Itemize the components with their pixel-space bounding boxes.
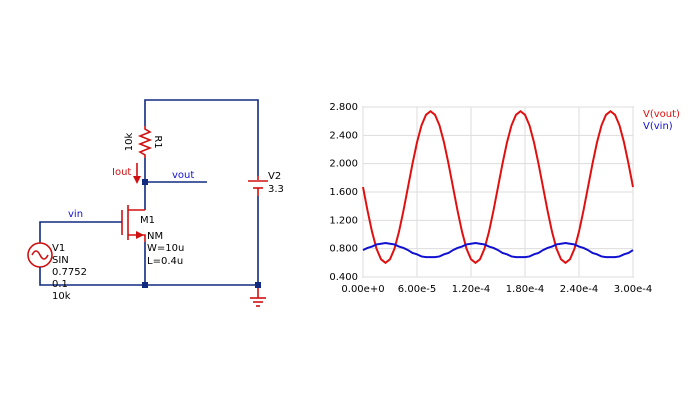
legend-entry: V(vin): [643, 121, 673, 132]
x-tick-label: 0.00e+0: [341, 284, 384, 295]
x-tick-label: 3.00e-4: [614, 284, 652, 295]
y-tick-label: 2.400: [329, 130, 358, 141]
plot: 0.400 0.800 1.200 1.600 2.000 2.400 2.800 0.00e…: [329, 102, 680, 295]
label: L=0.4u: [147, 256, 183, 267]
label: 10k: [52, 291, 71, 302]
resistor: [137, 126, 153, 158]
net-label: vout: [172, 170, 194, 181]
series-line: [362, 109, 634, 265]
net-label: vin: [68, 209, 83, 220]
mos-source: [128, 234, 146, 242]
label: 0.1: [52, 279, 68, 290]
sine-symbol: [31, 250, 49, 260]
label: 10k: [124, 133, 135, 152]
label: NM: [147, 231, 163, 242]
label: SIN: [52, 255, 69, 266]
arrow-head: [133, 176, 141, 184]
arrow-head: [136, 231, 144, 239]
y-tick-label: 2.800: [329, 102, 358, 113]
y-tick-label: 0.800: [329, 244, 358, 255]
label: 3.3: [268, 184, 284, 195]
label: V1: [52, 243, 65, 254]
y-tick-label: 2.000: [329, 159, 358, 170]
label: V2: [268, 171, 281, 182]
label: M1: [140, 215, 155, 226]
node: [142, 282, 148, 288]
label: 0.7752: [52, 267, 87, 278]
series-line: [362, 241, 634, 259]
x-tick-label: 6.00e-5: [398, 284, 436, 295]
wire: [39, 221, 122, 243]
y-tick-label: 1.600: [329, 187, 358, 198]
node: [255, 282, 261, 288]
y-tick-label: 0.400: [329, 272, 358, 283]
node: [142, 179, 148, 185]
schematic: R1 10k Iout vout vin M1 NM W=10u L=0.4u …: [27, 99, 284, 307]
wire: [144, 99, 259, 176]
legend-entry: V(vout): [643, 109, 680, 120]
label: Iout: [112, 167, 131, 178]
label: W=10u: [147, 243, 184, 254]
x-tick-label: 1.20e-4: [452, 284, 490, 295]
x-tick-label: 1.80e-4: [506, 284, 544, 295]
x-tick-label: 2.40e-4: [560, 284, 598, 295]
wire: [39, 196, 259, 286]
y-tick-label: 1.200: [329, 215, 358, 226]
label: R1: [152, 135, 163, 148]
